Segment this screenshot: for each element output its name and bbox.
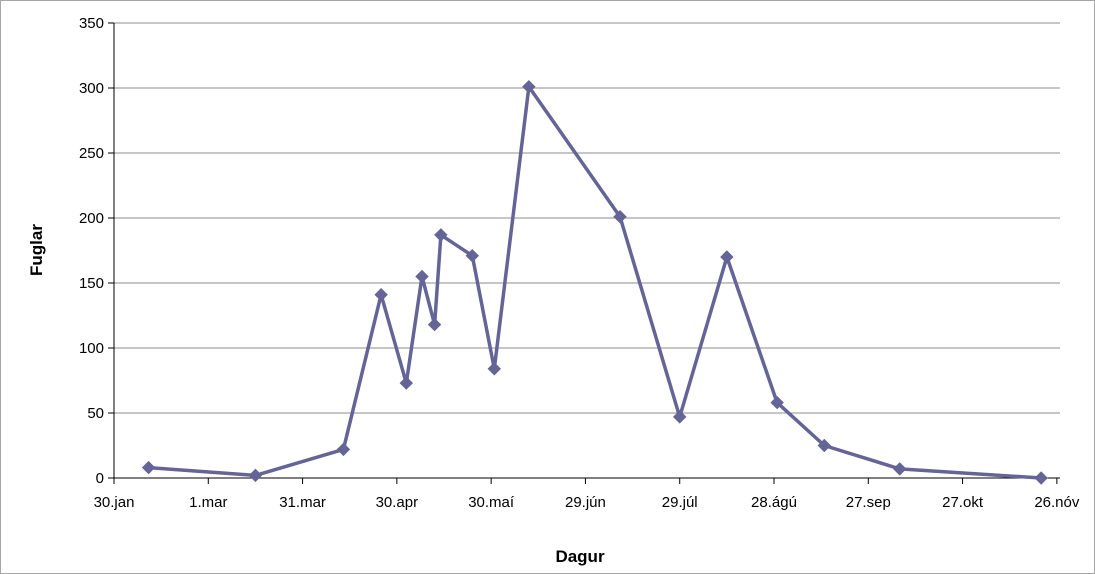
y-axis-title: Fuglar bbox=[27, 224, 46, 276]
data-point-marker bbox=[522, 79, 536, 94]
y-tick-label: 150 bbox=[79, 275, 104, 292]
x-tick-label: 27.okt bbox=[942, 494, 984, 511]
data-point-marker bbox=[770, 395, 784, 410]
y-tick-label: 0 bbox=[96, 470, 104, 487]
y-tick-label: 300 bbox=[79, 80, 104, 97]
data-point-marker bbox=[720, 250, 734, 264]
data-point-marker bbox=[399, 376, 413, 390]
data-point-marker bbox=[613, 209, 627, 224]
data-point-marker bbox=[336, 442, 351, 457]
data-point-marker bbox=[248, 468, 263, 483]
y-tick-label: 100 bbox=[79, 340, 104, 357]
data-point-marker bbox=[487, 362, 501, 376]
data-point-marker bbox=[374, 287, 388, 302]
data-point-marker bbox=[893, 462, 907, 476]
x-tick-label: 28.ágú bbox=[751, 494, 797, 511]
axes bbox=[108, 22, 1060, 484]
data-point-marker bbox=[465, 248, 479, 263]
x-tick-label: 30.maí bbox=[468, 494, 515, 511]
x-tick-label: 29.júl bbox=[662, 494, 698, 511]
series bbox=[141, 79, 1048, 485]
series-line bbox=[148, 84, 1042, 480]
tick-labels: 0 50 100 150 200 250 300 350 30.jan 1.mar 31.mar 30… bbox=[79, 15, 1080, 511]
data-point-marker bbox=[415, 269, 429, 284]
x-tick-label: 30.jan bbox=[94, 494, 135, 511]
data-point-marker bbox=[1034, 471, 1048, 485]
y-tick-label: 50 bbox=[87, 405, 104, 422]
data-point-marker bbox=[427, 317, 442, 332]
x-axis-title: Dagur bbox=[555, 547, 605, 566]
x-tick-label: 27.sep bbox=[846, 494, 891, 511]
data-point-marker bbox=[434, 228, 448, 242]
data-point-marker bbox=[673, 410, 687, 424]
y-tick-label: 350 bbox=[79, 15, 104, 32]
x-tick-label: 26.nóv bbox=[1034, 494, 1080, 511]
x-tick-label: 29.jún bbox=[565, 494, 606, 511]
x-tick-label: 1.mar bbox=[189, 494, 227, 511]
gridlines bbox=[114, 22, 1060, 414]
data-point-marker bbox=[817, 438, 831, 453]
y-tick-label: 250 bbox=[79, 145, 104, 162]
data-point-marker bbox=[141, 460, 156, 475]
x-tick-label: 30.apr bbox=[376, 494, 419, 511]
x-tick-label: 31.mar bbox=[279, 494, 326, 511]
y-tick-label: 200 bbox=[79, 210, 104, 227]
